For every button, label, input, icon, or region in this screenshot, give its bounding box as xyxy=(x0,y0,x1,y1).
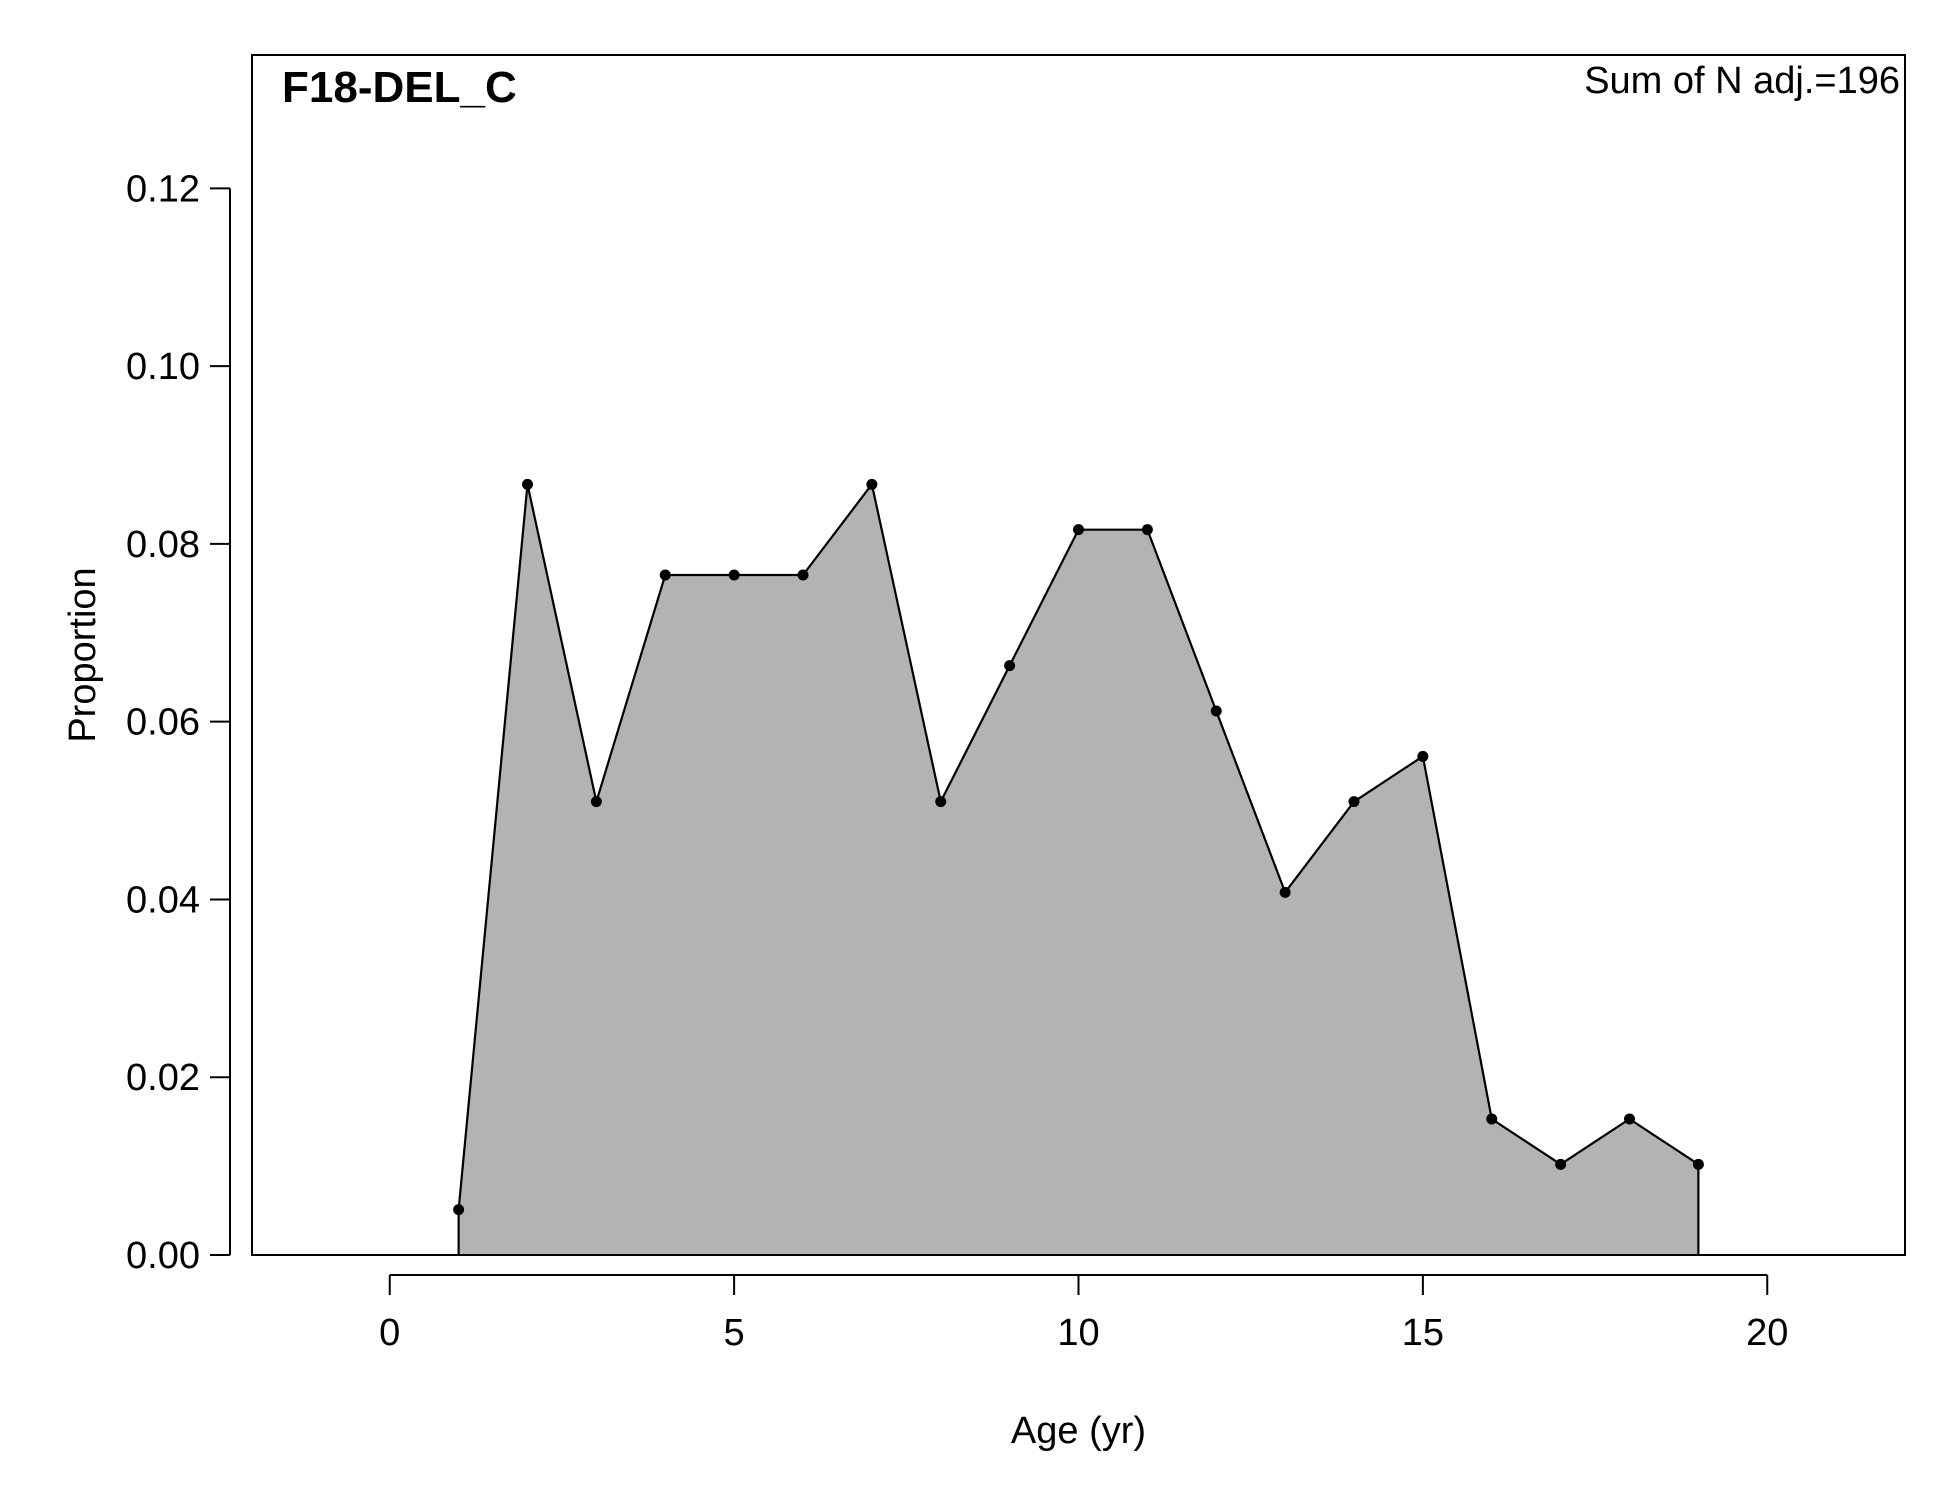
data-point xyxy=(659,569,671,581)
data-point xyxy=(1210,705,1222,717)
data-point xyxy=(522,478,533,490)
y-axis-label: Proportion xyxy=(62,567,104,742)
y-tick-label: 0.04 xyxy=(126,879,200,921)
plot-layer xyxy=(453,478,1704,1255)
y-tick-label: 0.10 xyxy=(126,346,200,388)
data-point xyxy=(797,569,809,581)
data-point xyxy=(935,796,947,808)
data-point xyxy=(1073,524,1084,536)
data-point xyxy=(1555,1158,1567,1170)
data-point xyxy=(728,569,740,581)
data-point xyxy=(453,1204,465,1216)
data-point xyxy=(1417,750,1429,762)
y-tick-label: 0.02 xyxy=(126,1057,200,1099)
sample-size-annotation: Sum of N adj.=196 xyxy=(1584,60,1900,102)
x-tick-label: 10 xyxy=(1057,1312,1099,1354)
x-tick-label: 5 xyxy=(724,1312,745,1354)
data-point xyxy=(1279,886,1291,898)
data-point xyxy=(1348,796,1360,808)
x-tick-label: 0 xyxy=(379,1312,400,1354)
x-axis-label: Age (yr) xyxy=(1011,1410,1146,1452)
data-point xyxy=(590,796,602,808)
y-tick-label: 0.08 xyxy=(126,524,200,566)
chart-title: F18-DEL_C xyxy=(282,63,517,112)
data-point xyxy=(1624,1113,1635,1125)
y-tick-label: 0.00 xyxy=(126,1235,200,1277)
y-tick-label: 0.12 xyxy=(126,168,200,210)
y-axis: 0.00 0.02 0.04 0.06 0.08 0.10 0.12 xyxy=(126,168,231,1277)
data-point xyxy=(1141,524,1153,536)
data-point xyxy=(1004,660,1016,672)
plot-frame xyxy=(251,54,1906,1256)
x-tick-label: 20 xyxy=(1746,1312,1788,1354)
y-tick-label: 0.06 xyxy=(126,702,200,744)
x-axis: 0 5 10 15 20 xyxy=(379,1274,1788,1354)
data-point xyxy=(866,478,878,490)
data-point xyxy=(1692,1158,1704,1170)
proportion-area xyxy=(458,484,1699,1255)
data-point xyxy=(1486,1113,1498,1125)
x-tick-label: 15 xyxy=(1402,1312,1444,1354)
